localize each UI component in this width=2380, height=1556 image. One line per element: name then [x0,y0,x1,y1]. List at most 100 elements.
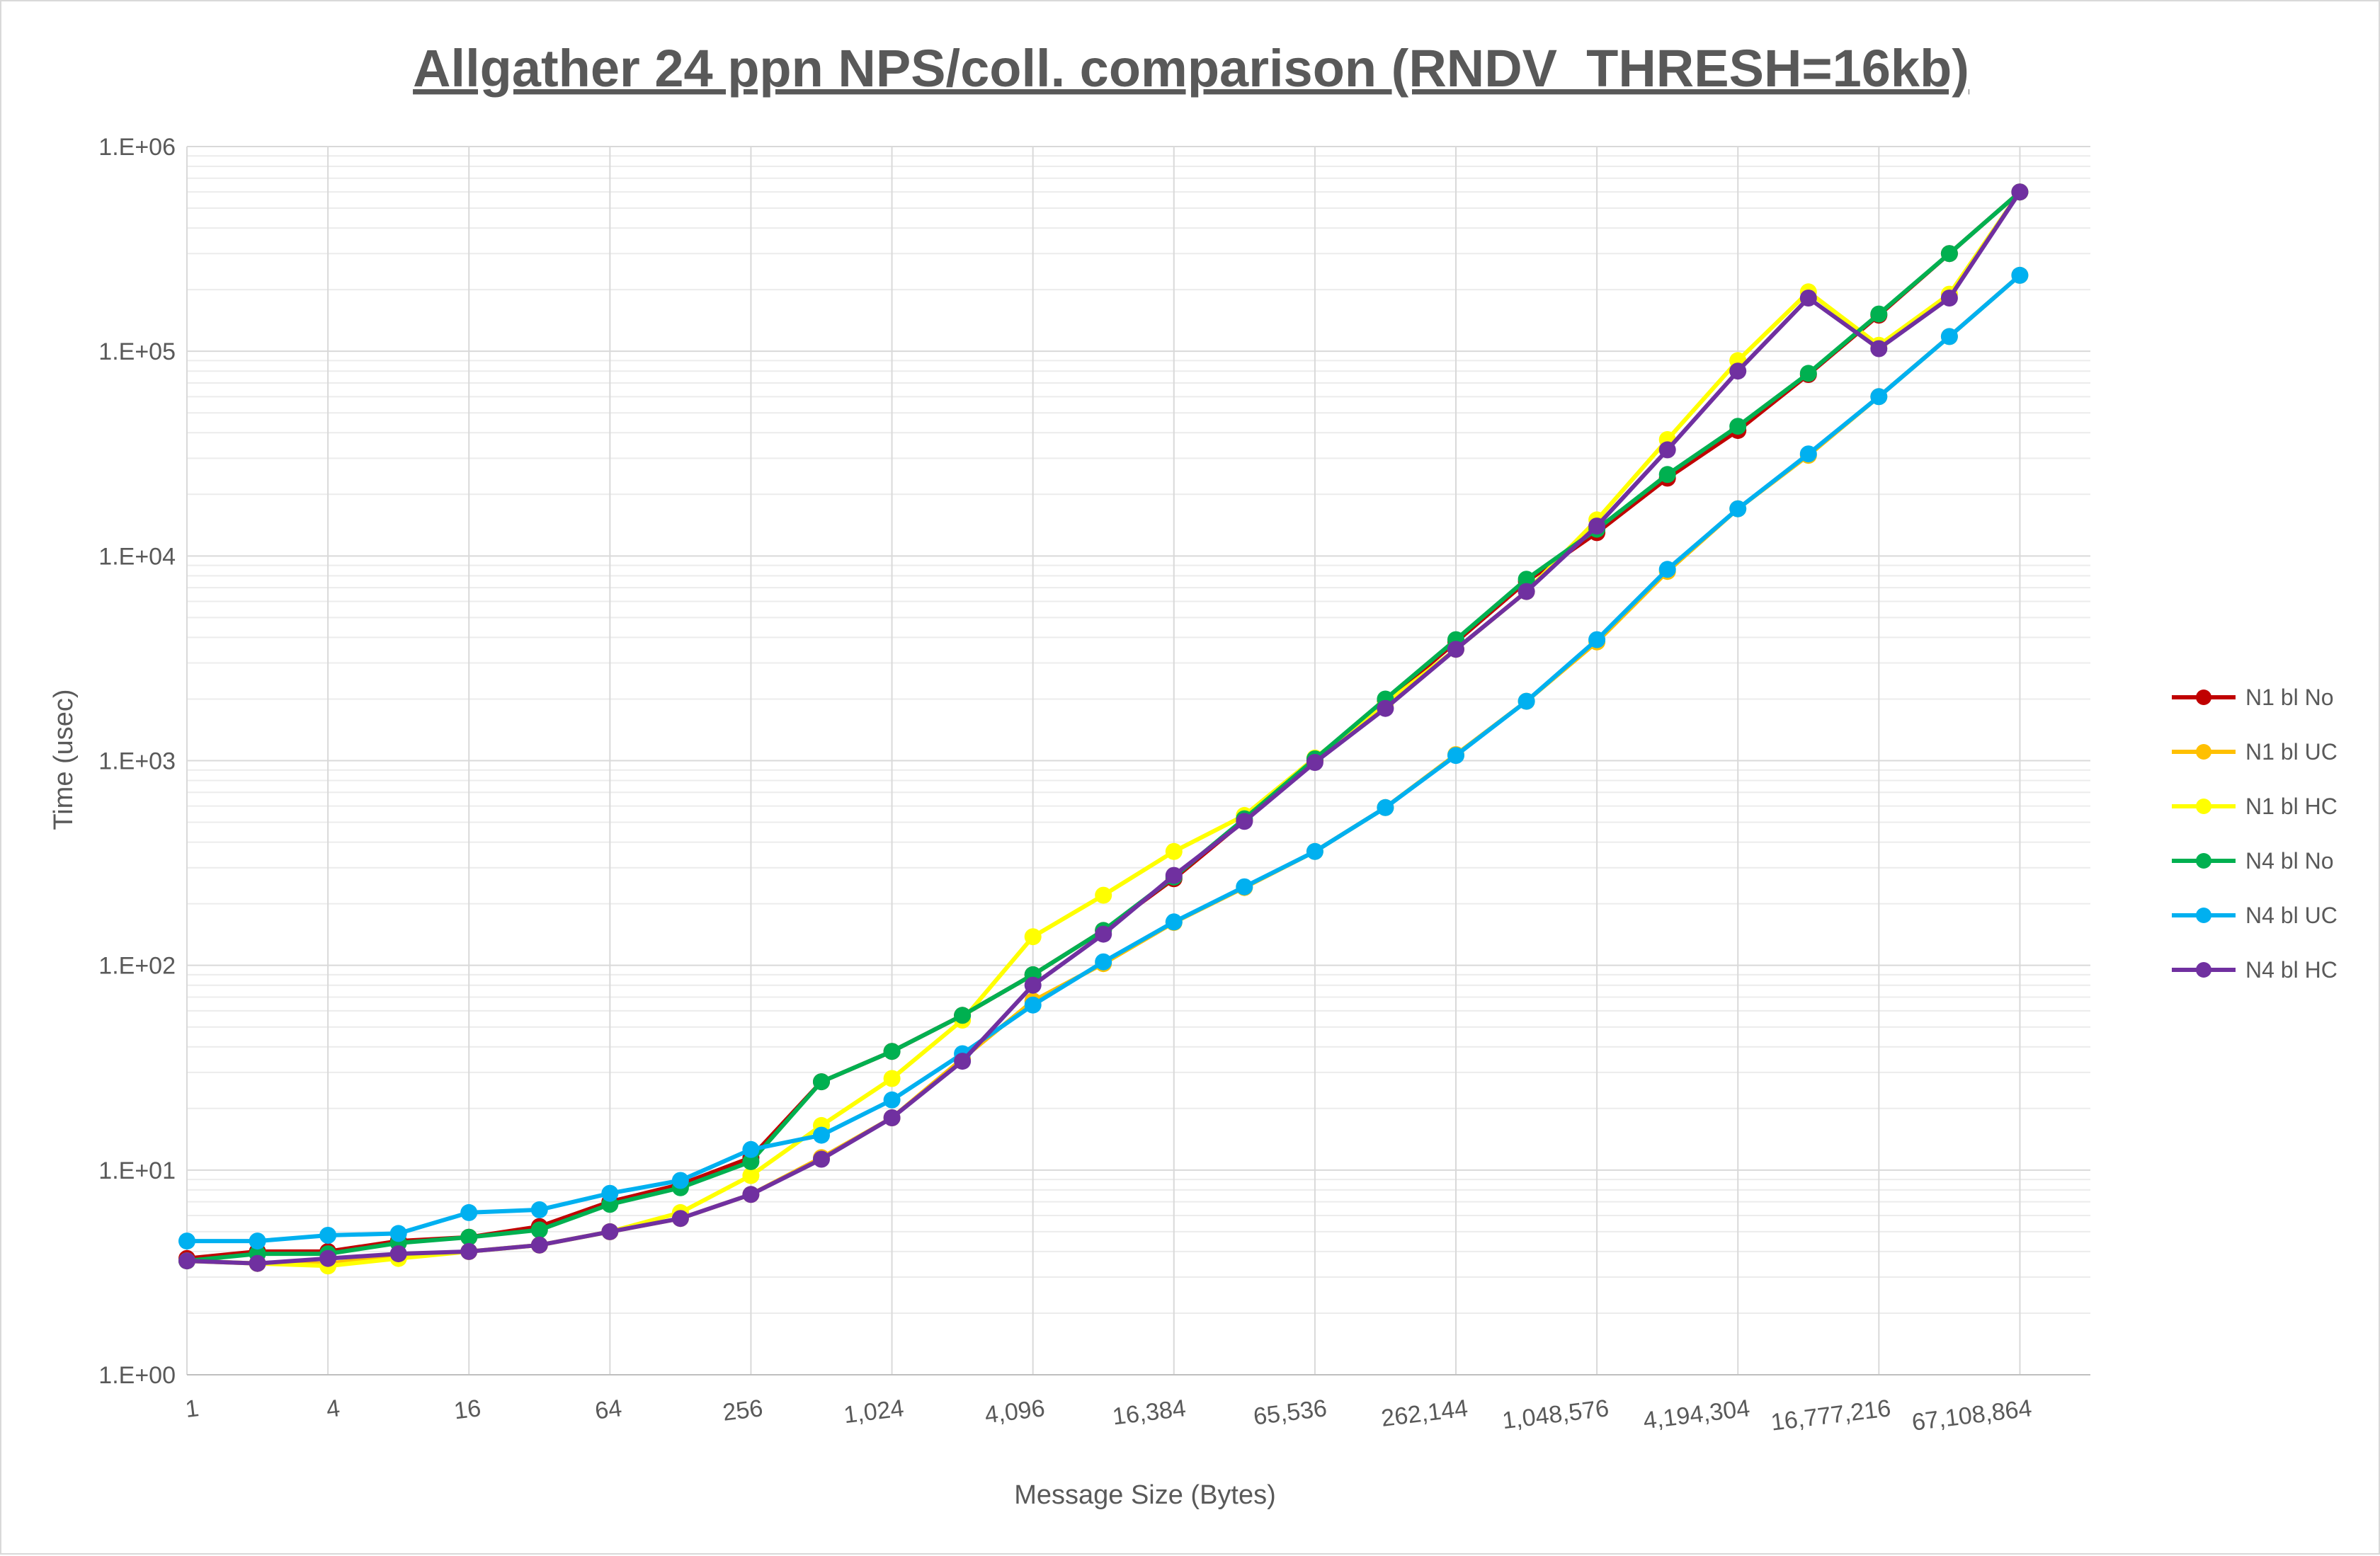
x-axis-title: Message Size (Bytes) [1014,1480,1276,1510]
data-point [1165,913,1183,931]
data-point [1729,418,1747,435]
legend-swatch-marker [2196,690,2211,705]
data-point [742,1186,760,1203]
x-tick-label: 1 [184,1395,200,1423]
legend-swatch-marker [2196,962,2211,978]
y-tick-label: 1.E+02 [98,953,176,980]
data-point [601,1184,619,1202]
data-point [1729,500,1747,517]
data-point [2011,183,2029,201]
y-tick-label: 1.E+00 [98,1362,176,1389]
series-n4-bl-hc [178,183,2029,1272]
legend-label: N1 bl UC [2245,739,2338,765]
data-point [671,1210,689,1228]
data-point [319,1249,337,1267]
data-point [813,1126,830,1144]
legend: N1 bl No N1 bl UC N1 bl HC N4 bl No N4 bl UC… [2172,685,2338,983]
data-point [460,1203,478,1221]
series-lines [178,183,2029,1275]
x-tick-label: 1,024 [842,1395,905,1429]
data-point [1518,571,1535,588]
data-point [1447,747,1464,765]
series-n4-bl-uc [178,266,2029,1250]
data-point [954,1007,972,1024]
x-tick-label: 4 [325,1395,341,1423]
x-tick-label: 262,144 [1379,1395,1469,1432]
data-point [813,1073,830,1091]
legend-label: N4 bl UC [2245,903,2338,928]
data-point [1940,245,1958,263]
series-n1-bl-hc [178,183,2029,1275]
legend-swatch-marker [2196,744,2211,760]
data-point [1518,692,1535,710]
legend-label: N1 bl No [2245,685,2334,710]
data-point [813,1150,830,1168]
data-point [742,1152,760,1170]
data-point [530,1201,548,1218]
data-point [2011,266,2029,284]
legend-item: N1 bl HC [2172,794,2338,819]
chart-title: Allgather 24 ppn NPS/coll. comparison (R… [413,39,1969,98]
x-tick-label: 67,108,864 [1911,1395,2034,1436]
legend-item: N1 bl UC [2172,739,2338,765]
data-point [1658,441,1676,459]
data-point [460,1242,478,1260]
data-point [1377,799,1394,816]
data-point [1447,641,1464,658]
grid [186,146,2090,1375]
data-point [1024,996,1042,1014]
series-line [186,190,2022,1269]
x-tick-label: 65,536 [1252,1395,1328,1430]
data-point [249,1254,266,1272]
data-point [389,1225,407,1242]
data-point [1095,953,1112,971]
legend-swatch-marker [2196,853,2211,869]
data-point [742,1167,760,1184]
data-point [1588,517,1606,535]
data-point [954,1053,972,1070]
x-tick-label: 64 [593,1395,623,1424]
data-point [319,1227,337,1244]
x-tick-label: 256 [721,1395,764,1426]
legend-item: N1 bl No [2172,685,2334,710]
legend-item: N4 bl No [2172,848,2334,874]
data-point [1799,290,1817,307]
data-point [742,1140,760,1158]
x-tick-label: 4,096 [984,1395,1047,1429]
data-point [1588,631,1606,648]
data-point [530,1236,548,1254]
legend-label: N4 bl HC [2245,957,2338,983]
legend-swatch-marker [2196,908,2211,923]
data-point [1658,561,1676,578]
data-point [1095,886,1112,904]
data-point [601,1223,619,1240]
legend-item: N4 bl HC [2172,957,2338,983]
data-point [389,1245,407,1263]
data-point [1165,866,1183,884]
legend-label: N4 bl No [2245,848,2334,874]
legend-swatch-marker [2196,799,2211,814]
data-point [1799,445,1817,463]
data-point [1870,388,1888,406]
legend-item: N4 bl UC [2172,903,2338,928]
data-point [1236,878,1253,896]
data-point [883,1091,901,1109]
data-point [1518,583,1535,600]
x-tick-label: 16,777,216 [1770,1395,1893,1436]
data-point [883,1109,901,1126]
data-point [1940,290,1958,307]
data-point [1165,842,1183,860]
x-tick-label: 4,194,304 [1641,1395,1751,1434]
data-point [178,1232,195,1250]
data-point [1306,842,1323,860]
y-axis-title: Time (usec) [49,689,79,830]
y-tick-label: 1.E+06 [98,134,176,161]
data-point [1940,328,1958,345]
data-point [1306,754,1323,771]
data-point [1729,362,1747,380]
data-point [530,1221,548,1239]
x-tick-label: 1,048,576 [1501,1395,1610,1434]
data-point [1024,928,1042,946]
